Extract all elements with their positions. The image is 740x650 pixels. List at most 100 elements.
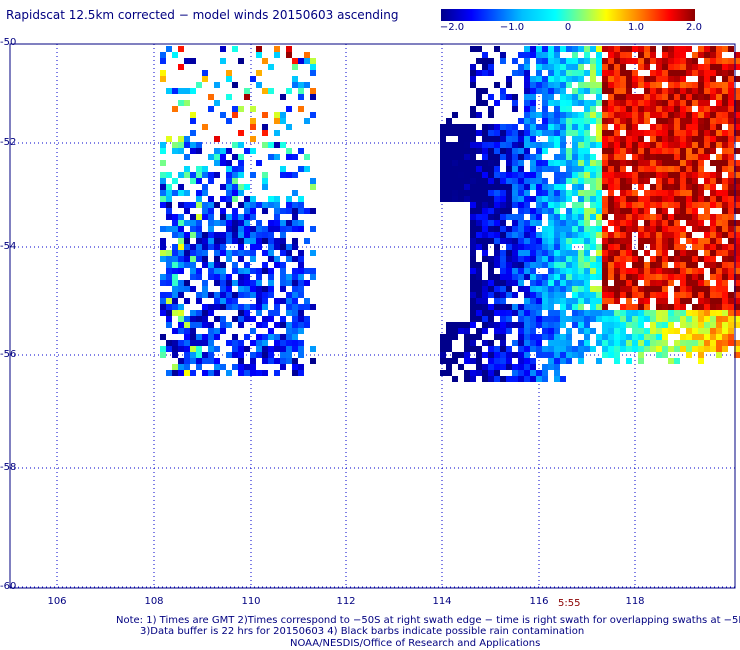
wind-cell bbox=[524, 106, 530, 112]
wind-cell bbox=[512, 130, 518, 136]
wind-cell bbox=[506, 172, 512, 178]
wind-cell bbox=[602, 346, 608, 352]
wind-cell bbox=[686, 220, 692, 226]
wind-cell bbox=[524, 244, 530, 250]
wind-cell bbox=[202, 280, 208, 286]
wind-cell bbox=[536, 70, 542, 76]
wind-cell bbox=[662, 142, 668, 148]
wind-cell bbox=[614, 142, 620, 148]
wind-cell bbox=[530, 76, 536, 82]
wind-cell bbox=[530, 112, 536, 118]
wind-cell bbox=[710, 52, 716, 58]
wind-cell bbox=[196, 166, 202, 172]
wind-cell bbox=[614, 208, 620, 214]
wind-cell bbox=[626, 226, 632, 232]
wind-cell bbox=[220, 208, 226, 214]
wind-cell bbox=[220, 58, 226, 64]
wind-cell bbox=[184, 244, 190, 250]
wind-cell bbox=[488, 274, 494, 280]
wind-cell bbox=[292, 322, 298, 328]
wind-cell bbox=[190, 358, 196, 364]
wind-cell bbox=[626, 70, 632, 76]
wind-cell bbox=[488, 286, 494, 292]
wind-cell bbox=[554, 100, 560, 106]
wind-cell bbox=[244, 346, 250, 352]
wind-cell bbox=[256, 160, 262, 166]
wind-cell bbox=[196, 202, 202, 208]
wind-cell bbox=[614, 262, 620, 268]
wind-cell bbox=[262, 202, 268, 208]
wind-cell bbox=[566, 64, 572, 70]
wind-cell bbox=[590, 154, 596, 160]
wind-cell bbox=[184, 322, 190, 328]
wind-cell bbox=[476, 358, 482, 364]
wind-cell bbox=[304, 118, 310, 124]
wind-cell bbox=[262, 340, 268, 346]
wind-cell bbox=[196, 340, 202, 346]
wind-cell bbox=[518, 172, 524, 178]
wind-cell bbox=[614, 280, 620, 286]
wind-cell bbox=[202, 190, 208, 196]
wind-cell bbox=[512, 100, 518, 106]
wind-cell bbox=[518, 250, 524, 256]
wind-cell bbox=[734, 322, 740, 328]
wind-cell bbox=[310, 208, 316, 214]
wind-cell bbox=[500, 130, 506, 136]
wind-cell bbox=[698, 82, 704, 88]
wind-cell bbox=[542, 196, 548, 202]
wind-cell bbox=[560, 226, 566, 232]
wind-cell bbox=[208, 268, 214, 274]
wind-cell bbox=[458, 172, 464, 178]
wind-cell bbox=[166, 136, 172, 142]
wind-cell bbox=[464, 196, 470, 202]
wind-cell bbox=[554, 76, 560, 82]
wind-cell bbox=[734, 160, 740, 166]
wind-cell bbox=[578, 76, 584, 82]
wind-cell bbox=[172, 370, 178, 376]
wind-cell bbox=[596, 304, 602, 310]
wind-cell bbox=[476, 196, 482, 202]
wind-cell bbox=[226, 220, 232, 226]
wind-cell bbox=[262, 298, 268, 304]
wind-cell bbox=[542, 262, 548, 268]
wind-cell bbox=[494, 46, 500, 52]
wind-cell bbox=[596, 190, 602, 196]
wind-cell bbox=[476, 160, 482, 166]
wind-cell bbox=[554, 202, 560, 208]
wind-cell bbox=[494, 328, 500, 334]
wind-cell bbox=[214, 292, 220, 298]
lon-label-114: 114 bbox=[432, 596, 452, 607]
wind-cell bbox=[650, 214, 656, 220]
wind-cell bbox=[488, 190, 494, 196]
wind-cell bbox=[518, 148, 524, 154]
wind-cell bbox=[238, 352, 244, 358]
wind-cell bbox=[304, 208, 310, 214]
wind-cell bbox=[602, 82, 608, 88]
wind-cell bbox=[548, 286, 554, 292]
wind-cell bbox=[482, 142, 488, 148]
wind-cell bbox=[572, 226, 578, 232]
wind-cell bbox=[476, 232, 482, 238]
wind-cell bbox=[172, 232, 178, 238]
wind-cell bbox=[238, 304, 244, 310]
wind-cell bbox=[626, 112, 632, 118]
wind-cell bbox=[596, 172, 602, 178]
wind-cell bbox=[674, 316, 680, 322]
wind-cell bbox=[452, 376, 458, 382]
wind-cell bbox=[710, 256, 716, 262]
wind-cell bbox=[608, 256, 614, 262]
wind-cell bbox=[686, 100, 692, 106]
wind-cell bbox=[572, 238, 578, 244]
wind-cell bbox=[470, 76, 476, 82]
wind-cell bbox=[602, 124, 608, 130]
wind-cell bbox=[536, 256, 542, 262]
wind-cell bbox=[572, 52, 578, 58]
wind-cell bbox=[196, 244, 202, 250]
wind-cell bbox=[524, 286, 530, 292]
wind-cell bbox=[722, 130, 728, 136]
wind-cell bbox=[524, 292, 530, 298]
wind-cell bbox=[476, 142, 482, 148]
wind-cell bbox=[452, 160, 458, 166]
wind-cell bbox=[596, 184, 602, 190]
wind-cell bbox=[620, 88, 626, 94]
